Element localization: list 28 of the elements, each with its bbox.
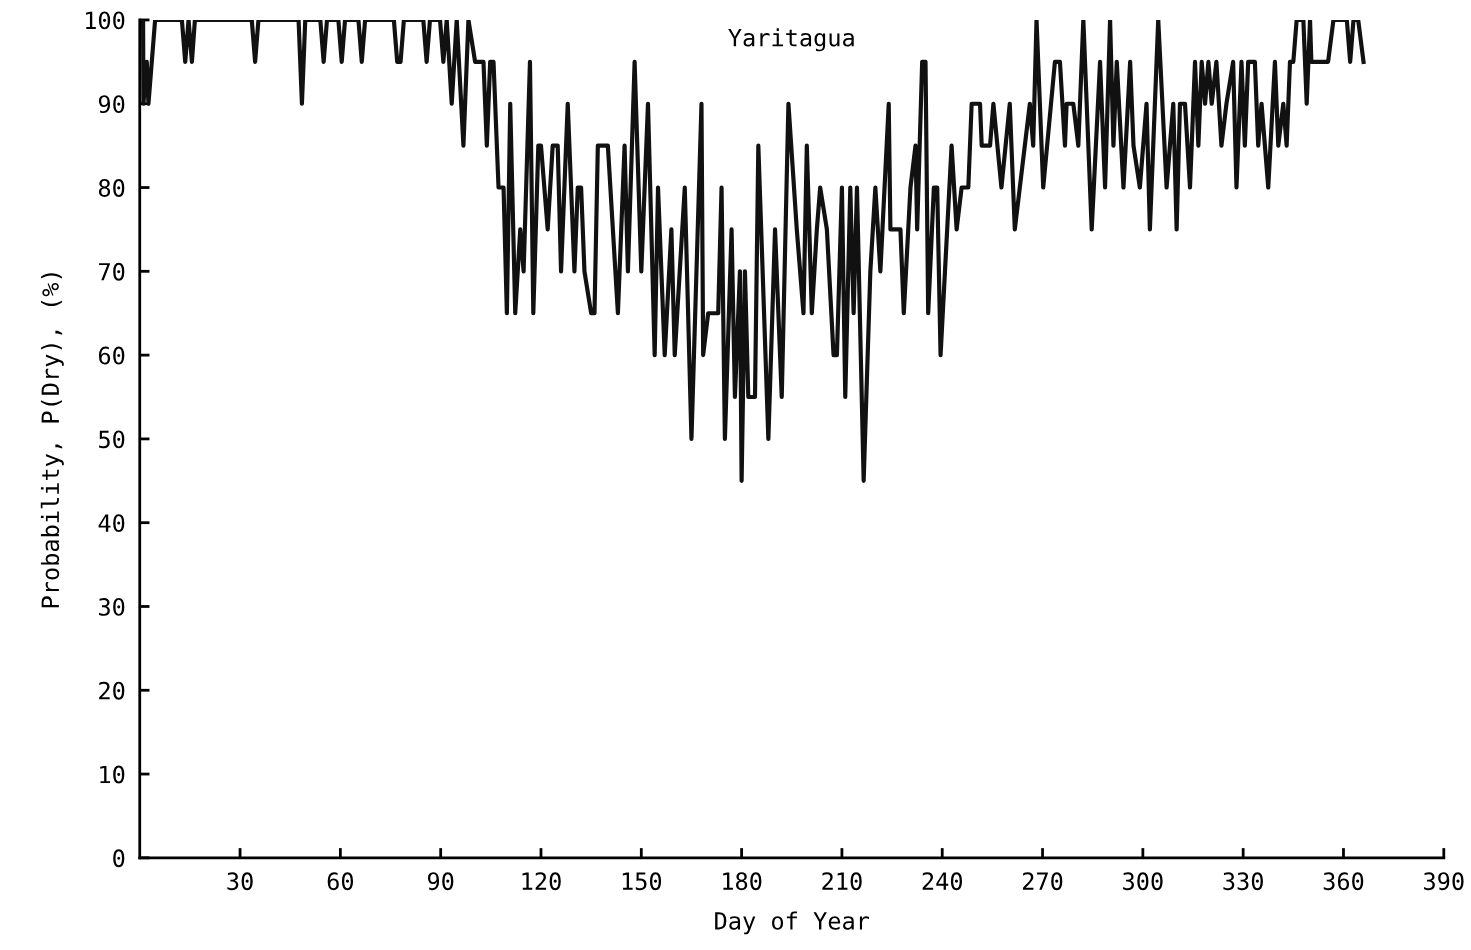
x-tick-label: 30: [227, 872, 253, 891]
y-tick-label: 100: [86, 11, 125, 30]
y-tick-label: 0: [113, 849, 125, 868]
y-tick-label: 60: [98, 346, 125, 365]
chart-title: Yaritagua: [728, 28, 854, 52]
x-tick-label: 270: [1022, 872, 1063, 891]
x-tick-label: 240: [922, 872, 963, 891]
x-tick-label: 210: [822, 872, 862, 891]
x-tick-label: 330: [1223, 872, 1263, 891]
y-tick-label: 70: [99, 262, 125, 281]
x-tick-label: 360: [1323, 872, 1364, 891]
x-tick-label: 390: [1424, 872, 1464, 891]
x-tick-label: 150: [622, 872, 662, 891]
y-tick-label: 40: [98, 514, 125, 533]
x-tick-label: 60: [327, 872, 354, 891]
x-tick-label: 180: [723, 872, 762, 891]
y-tick-label: 80: [98, 179, 125, 197]
line-series: [141, 19, 1366, 483]
y-tick-label: 20: [99, 681, 125, 700]
y-tick-label: 10: [100, 765, 125, 784]
y-tick-label: 90: [98, 95, 125, 114]
y-tick-label: 50: [99, 430, 125, 449]
y-tick-label: 30: [99, 597, 125, 616]
x-tick-label: 90: [427, 872, 454, 891]
y-axis-title: Probability, P(Dry), (%): [40, 273, 64, 608]
x-axis-title: Day of Year: [715, 911, 870, 935]
x-tick-label: 120: [522, 872, 561, 891]
x-tick-label: 300: [1123, 872, 1163, 891]
